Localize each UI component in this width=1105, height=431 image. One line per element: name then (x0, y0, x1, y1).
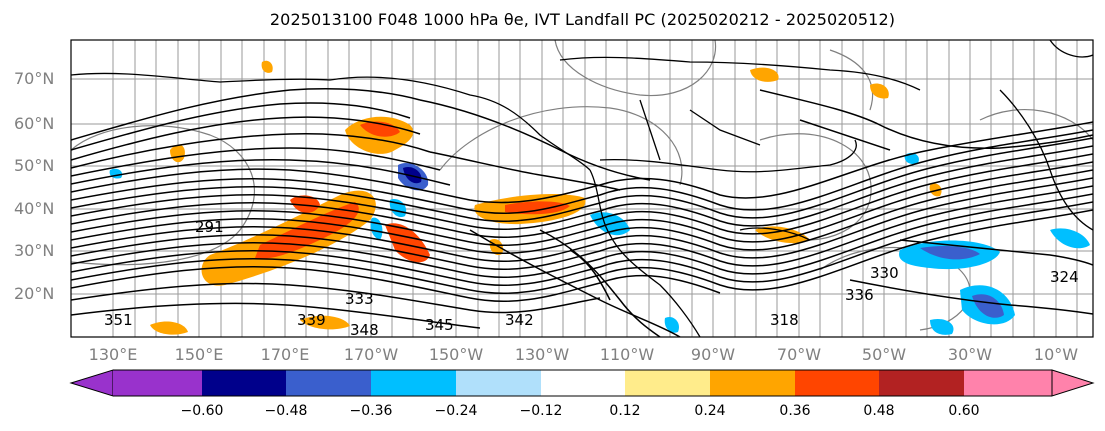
colorbar-bin-4 (371, 370, 456, 396)
lon-label-30w: 30°W (947, 345, 993, 364)
colorbar-bin-7 (625, 370, 710, 396)
lon-label-170e: 170°E (260, 345, 310, 364)
map-title: 2025013100 F048 1000 hPa θe, IVT Landfal… (269, 10, 896, 29)
lat-label-70n: 70°N (14, 69, 55, 88)
colorbar-bin-5 (456, 370, 541, 396)
contour-label-333: 333 (345, 290, 374, 308)
contour-label-348: 348 (350, 321, 379, 339)
lon-label-10w: 10°W (1033, 345, 1079, 364)
colorbar-tick-label: −0.60 (180, 403, 224, 419)
colorbar-tick-label: 0.48 (863, 403, 895, 419)
lon-label-50w: 50°W (861, 345, 907, 364)
colorbar-max-extend (1051, 369, 1095, 397)
colorbar-tick-label: 0.60 (948, 403, 980, 419)
contour-label-345: 345 (425, 316, 454, 334)
colorbar-bin-6 (541, 370, 625, 396)
contour-label-324: 324 (1050, 268, 1079, 286)
colorbar-bin-10 (879, 370, 964, 396)
lon-label-150w: 150°W (428, 345, 484, 364)
colorbar-bin-2 (202, 370, 286, 396)
colorbar-bin-1 (113, 370, 202, 396)
lat-label-50n: 50°N (14, 156, 55, 175)
lat-label-40n: 40°N (14, 199, 55, 218)
contour-label-342: 342 (505, 311, 534, 329)
colorbar-tick-label: −0.48 (264, 403, 308, 419)
lon-label-110w: 110°W (599, 345, 655, 364)
lat-label-30n: 30°N (14, 241, 55, 260)
lon-label-130w: 130°W (514, 345, 570, 364)
contour-label-291: 291 (195, 218, 224, 236)
contour-label-339: 339 (297, 311, 326, 329)
contour-label-351: 351 (104, 311, 133, 329)
theta-e-contours (71, 88, 1093, 337)
colorbar-tick-label: −0.12 (519, 403, 563, 419)
colorbar-min-extend (69, 369, 114, 397)
colorbar-bin-3 (286, 370, 371, 396)
lon-label-70w: 70°W (776, 345, 822, 364)
contour-labels: 291 333 339 345 351 336 330 318 324 342 … (104, 218, 1079, 339)
colorbar-tick-label: −0.24 (434, 403, 478, 419)
lon-label-170w: 170°W (343, 345, 399, 364)
contour-label-330: 330 (870, 264, 899, 282)
lon-label-130e: 130°E (88, 345, 138, 364)
lat-label-20n: 20°N (14, 284, 55, 303)
colorbar-bin-9 (795, 370, 879, 396)
colorbar-bin-8 (710, 370, 795, 396)
colorbar-tick-label: 0.24 (694, 403, 726, 419)
contour-label-336: 336 (845, 286, 874, 304)
colorbar-tick-label: −0.36 (349, 403, 393, 419)
contour-label-318: 318 (770, 311, 799, 329)
lat-label-60n: 60°N (14, 114, 55, 133)
colorbar-tick-label: 0.36 (779, 403, 811, 419)
lon-label-90w: 90°W (690, 345, 736, 364)
map-panel: 291 333 339 345 351 336 330 318 324 342 … (71, 40, 1093, 339)
colorbar-bin-11 (964, 370, 1052, 396)
colorbar (69, 369, 1095, 397)
lon-label-150e: 150°E (174, 345, 224, 364)
colorbar-tick-label: 0.12 (609, 403, 641, 419)
map-frame (70, 39, 1094, 338)
